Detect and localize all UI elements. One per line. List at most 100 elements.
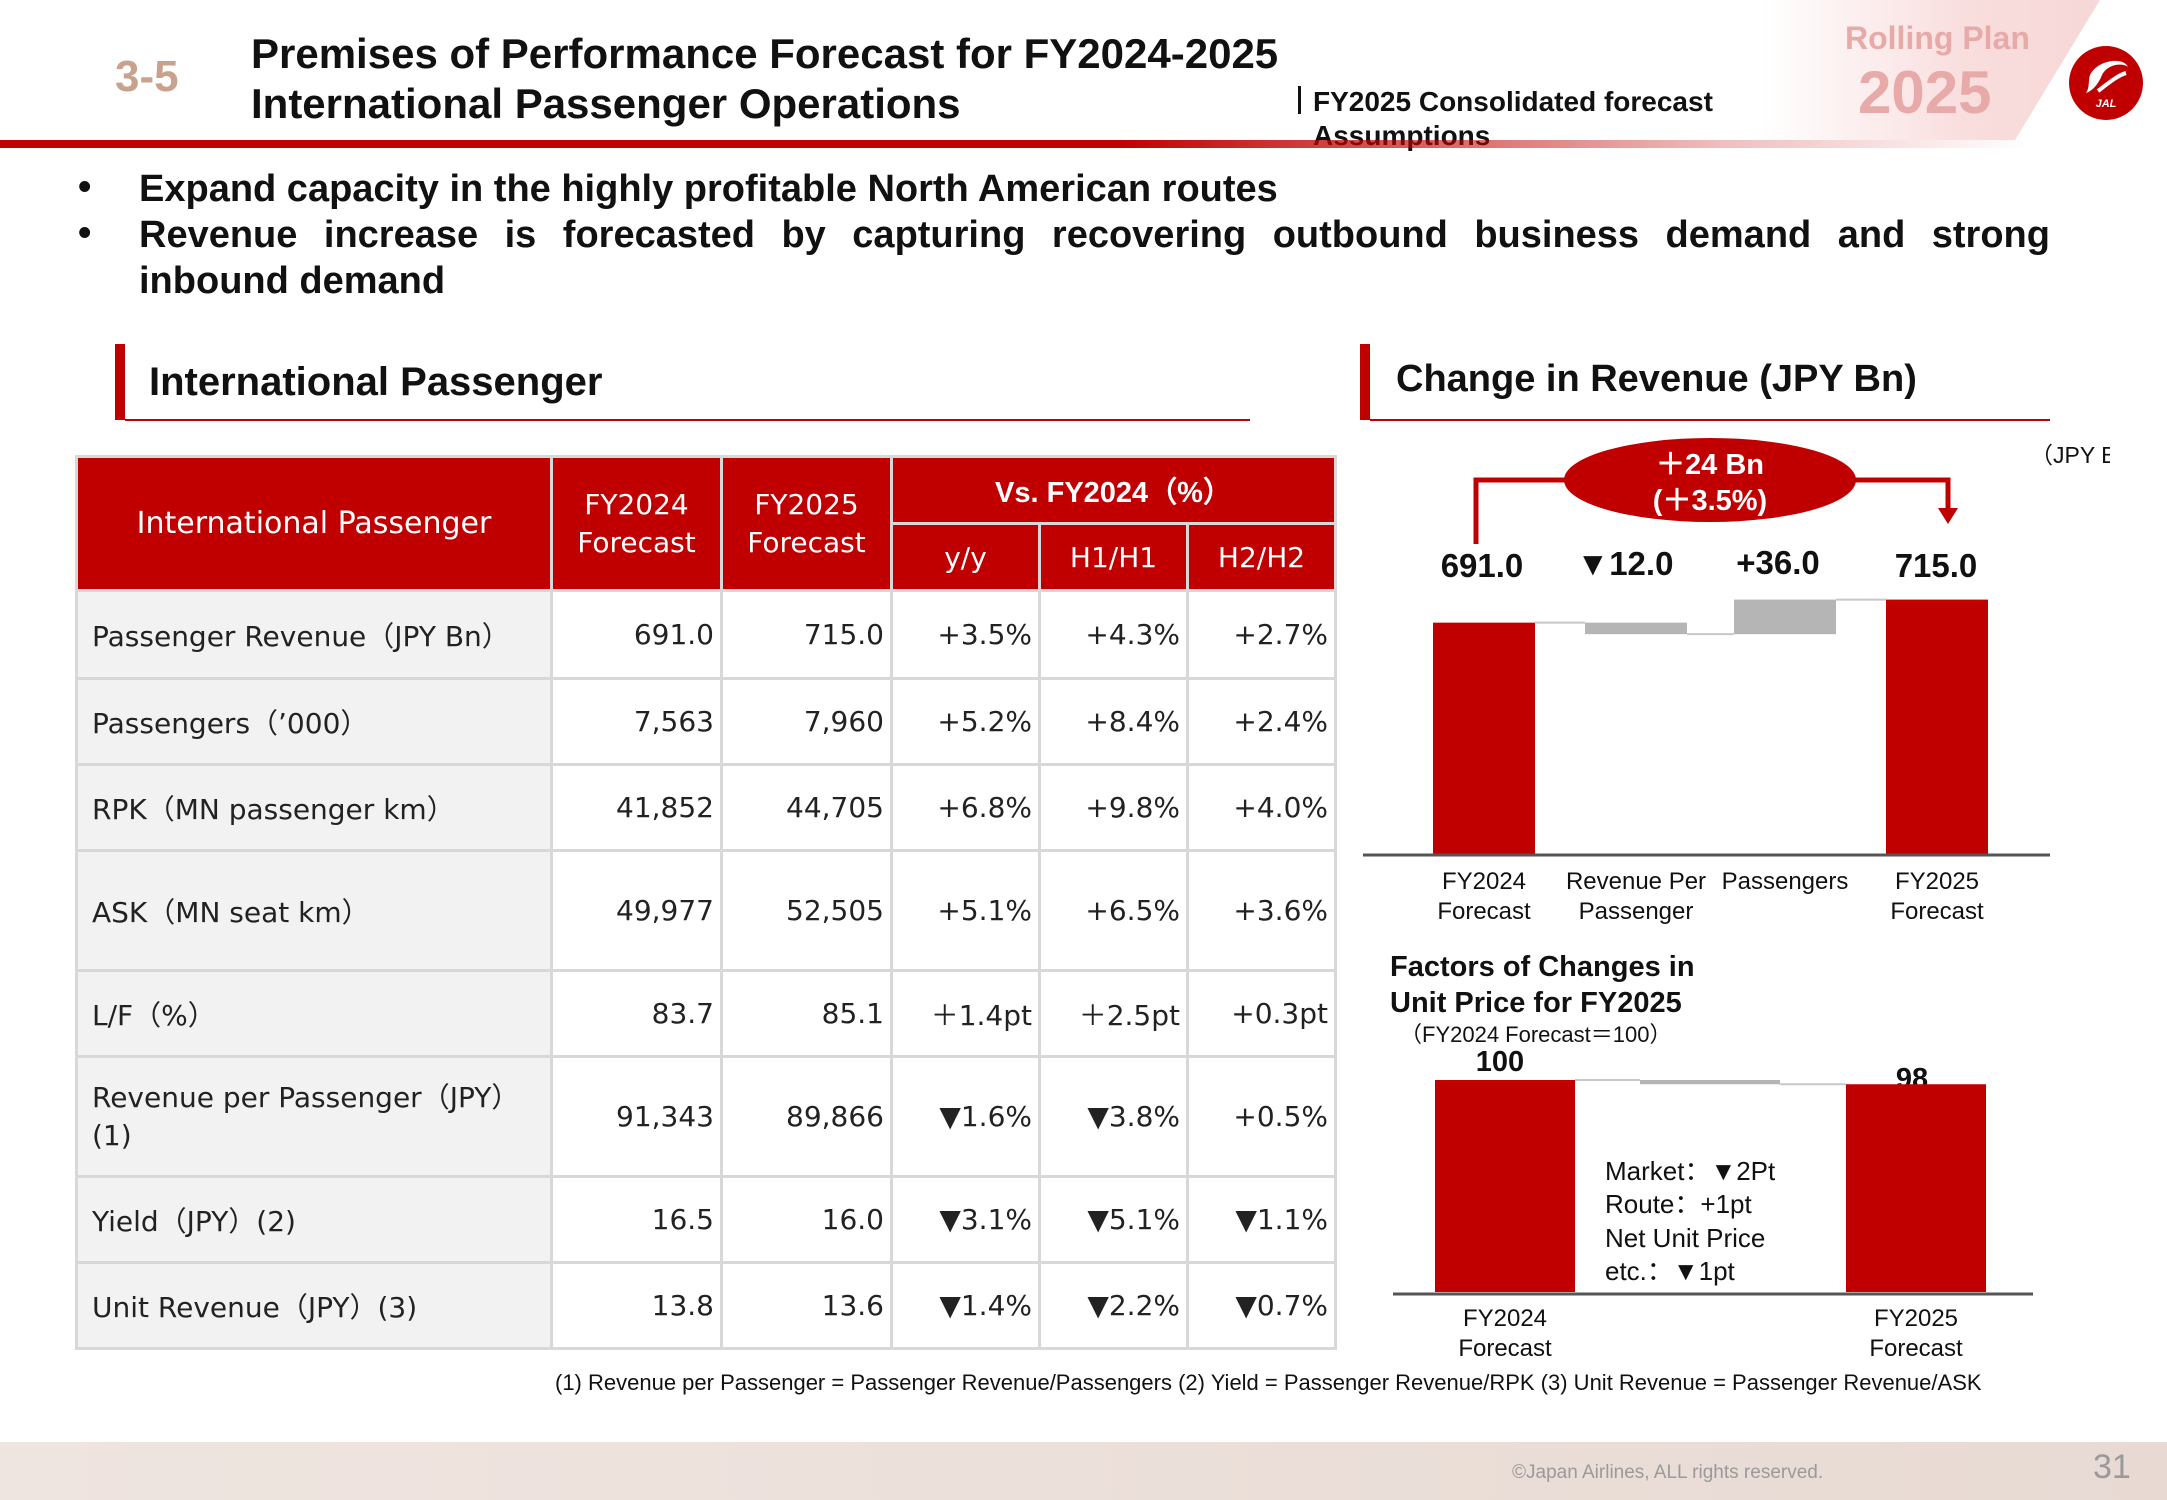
cell-yy: +5.2% <box>890 677 1041 766</box>
table-row: Passenger Revenue（JPY Bn） 691.0 715.0 +3… <box>75 589 1337 680</box>
callout-bracket-right <box>1850 477 1951 508</box>
cell-h1: ＋2.5pt <box>1038 969 1189 1058</box>
bullet-2-continued: inbound demand <box>139 260 446 302</box>
forecast-label-line1: FY2025 Consolidated forecast <box>1313 86 1713 117</box>
header-fy2025: FY2025 Forecast <box>720 455 893 592</box>
category-label: FY2025 <box>1895 868 1979 895</box>
cell-fy2025: 89,866 <box>720 1055 893 1178</box>
bar-total-2 <box>1846 1084 1986 1292</box>
bullet-2: Revenue increase is forecasted by captur… <box>139 214 2050 256</box>
international-passenger-table: International Passenger FY2024 Forecast … <box>75 455 1337 1350</box>
bar-delta-1 <box>1585 622 1687 635</box>
bar-delta-2 <box>1734 599 1836 635</box>
table-row: Unit Revenue（JPY）(3) 13.8 13.6 ▼1.4% ▼2.… <box>75 1261 1337 1350</box>
value-label-fy2024: 691.0 <box>1441 547 1524 584</box>
cell-h2: +0.3pt <box>1186 969 1337 1058</box>
cell-fy2024: 7,563 <box>550 677 723 766</box>
cell-fy2024: 83.7 <box>550 969 723 1058</box>
cell-fy2025: 16.0 <box>720 1175 893 1264</box>
cell-fy2024: 13.8 <box>550 1261 723 1350</box>
value-label-passengers: +36.0 <box>1736 544 1820 581</box>
cell-h2: +4.0% <box>1186 763 1337 852</box>
row-label: Revenue per Passenger（JPY）(1) <box>75 1055 553 1178</box>
bullet-dot: • <box>78 166 92 208</box>
unit-note: （JPY Bn） <box>2030 442 2110 468</box>
row-label: Passengers（’000） <box>75 677 553 766</box>
cell-fy2025: 13.6 <box>720 1261 893 1350</box>
cell-h1: +8.4% <box>1038 677 1189 766</box>
factors-subtitle: （FY2024 Forecast＝100） <box>1400 1022 1671 1047</box>
table-row: L/F（%） 83.7 85.1 ＋1.4pt ＋2.5pt +0.3pt <box>75 969 1337 1058</box>
factor-market: Market：▼2Pt <box>1605 1156 1776 1186</box>
cell-fy2024: 16.5 <box>550 1175 723 1264</box>
cell-fy2025: 44,705 <box>720 763 893 852</box>
row-label: RPK（MN passenger km） <box>75 763 553 852</box>
rolling-plan-year: 2025 <box>1858 59 1992 126</box>
footnote: (1) Revenue per Passenger = Passenger Re… <box>555 1370 1982 1395</box>
table-section-underline <box>125 419 1250 421</box>
cell-h1: +4.3% <box>1038 589 1189 680</box>
page-number: 31 <box>2093 1448 2131 1486</box>
factors-value-fy2024: 100 <box>1476 1046 1524 1078</box>
header-fy2024: FY2024 Forecast <box>550 455 723 592</box>
row-label: ASK（MN seat km） <box>75 849 553 972</box>
cell-h1: +9.8% <box>1038 763 1189 852</box>
jal-logo-text: JAL <box>2096 98 2117 110</box>
copyright: ©Japan Airlines, ALL rights reserved. <box>1512 1462 1824 1483</box>
row-label: Passenger Revenue（JPY Bn） <box>75 589 553 680</box>
page-title-line2: International Passenger Operations <box>251 80 961 127</box>
cell-fy2024: 91,343 <box>550 1055 723 1178</box>
chart-section-underline <box>1370 419 2050 421</box>
bullet-1: Expand capacity in the highly profitable… <box>139 168 1278 210</box>
cell-yy: ▼1.4% <box>890 1261 1041 1350</box>
forecast-separator <box>1298 86 1301 114</box>
cell-h1: +6.5% <box>1038 849 1189 972</box>
factors-title-line2: Unit Price for FY2025 <box>1390 987 1682 1019</box>
category-label: Forecast <box>1458 1335 1552 1362</box>
header-vs-fy2024: Vs. FY2024（%） <box>890 455 1337 525</box>
chart-section-title: Change in Revenue (JPY Bn) <box>1396 358 1917 400</box>
cell-h2: +0.5% <box>1186 1055 1337 1178</box>
header-row-label: International Passenger <box>75 455 553 592</box>
header-yy: y/y <box>890 522 1041 592</box>
factor-etc: etc.：▼1pt <box>1605 1256 1736 1286</box>
header-h1: H1/H1 <box>1038 522 1189 592</box>
bullet-dot: • <box>78 212 92 254</box>
cell-h1: ▼3.8% <box>1038 1055 1189 1178</box>
x-axis-labels: FY2024 Forecast FY2025 Forecast <box>1458 1305 1963 1362</box>
factors-bars <box>1435 1079 1986 1292</box>
category-label: Forecast <box>1890 898 1984 925</box>
bar-total-3 <box>1886 599 1988 854</box>
bar-total-0 <box>1435 1080 1575 1292</box>
category-label: FY2024 <box>1442 868 1526 895</box>
cell-fy2024: 49,977 <box>550 849 723 972</box>
bar-total-0 <box>1433 622 1535 854</box>
table-section-title: International Passenger <box>149 360 603 404</box>
revenue-waterfall-chart: （JPY Bn） ＋24 Bn (＋3.5%) 691.0 ▼12.0 +36.… <box>1363 438 2110 925</box>
footer-band <box>0 1442 2167 1500</box>
rolling-plan-label: Rolling Plan <box>1845 20 2030 56</box>
cell-fy2025: 7,960 <box>720 677 893 766</box>
jal-logo: JAL <box>2069 46 2143 120</box>
table-row: Yield（JPY）(2) 16.5 16.0 ▼3.1% ▼5.1% ▼1.1… <box>75 1175 1337 1264</box>
category-label: Forecast <box>1437 898 1531 925</box>
callout-ellipse <box>1564 438 1856 522</box>
factor-route: Route：+1pt <box>1605 1189 1752 1219</box>
waterfall-bars <box>1433 598 1988 854</box>
cell-fy2025: 52,505 <box>720 849 893 972</box>
cell-yy: +5.1% <box>890 849 1041 972</box>
cell-yy: +6.8% <box>890 763 1041 852</box>
callout-bracket-left <box>1473 477 1580 544</box>
value-label-fy2025: 715.0 <box>1895 547 1978 584</box>
table-row: ASK（MN seat km） 49,977 52,505 +5.1% +6.5… <box>75 849 1337 972</box>
table-row: RPK（MN passenger km） 41,852 44,705 +6.8%… <box>75 763 1337 852</box>
x-axis-labels: FY2024 Forecast Revenue Per Passenger Passen… <box>1437 868 1984 925</box>
category-label: Forecast <box>1869 1335 1963 1362</box>
cell-fy2024: 41,852 <box>550 763 723 852</box>
header-divider <box>0 140 2030 148</box>
callout-line1: ＋24 Bn <box>1656 449 1764 481</box>
factors-title-line1: Factors of Changes in <box>1390 951 1695 983</box>
factor-net-unit-price: Net Unit Price <box>1605 1223 1765 1253</box>
cell-h2: +3.6% <box>1186 849 1337 972</box>
cell-h2: +2.7% <box>1186 589 1337 680</box>
